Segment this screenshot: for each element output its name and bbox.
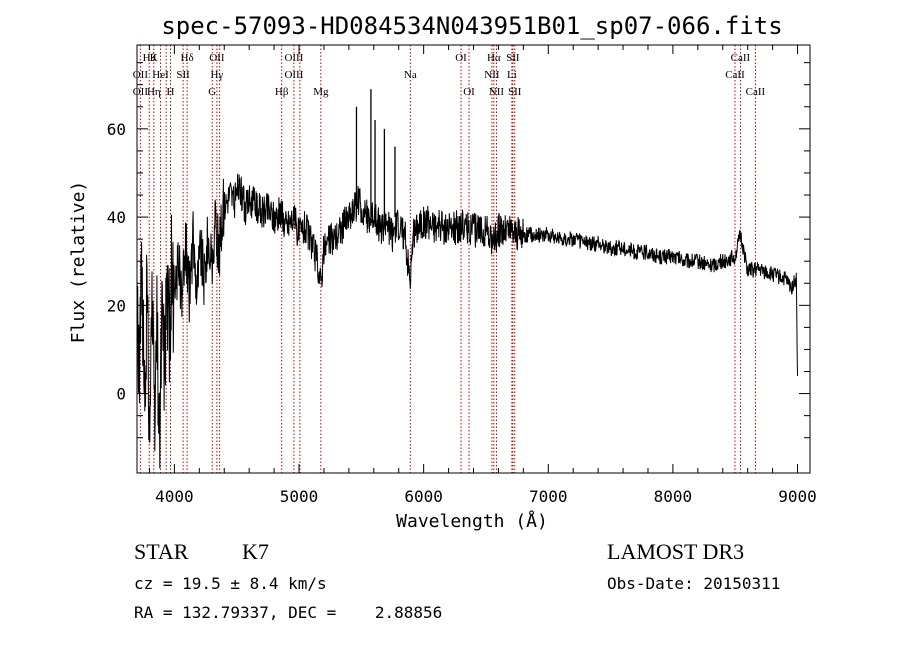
axes: 4000 5000 6000 7000 8000 9000 0 20 40 60	[107, 44, 817, 506]
redshift-cz: cz = 19.5 ± 8.4 km/s	[134, 574, 327, 593]
y-tick-label: 60	[107, 120, 126, 139]
line-label: Li	[507, 69, 517, 81]
line-label: OIII	[284, 69, 303, 81]
line-label: NII	[484, 69, 500, 81]
plot-frame	[136, 44, 811, 474]
line-label: Hη	[147, 86, 161, 98]
object-type: STAR	[134, 539, 189, 564]
subclass: K7	[242, 539, 269, 564]
plot-area	[136, 89, 798, 469]
line-markers	[139, 45, 756, 473]
x-tick-label: 4000	[155, 487, 194, 506]
survey-label: LAMOST DR3	[607, 539, 745, 564]
line-label: Hθ	[143, 52, 156, 64]
line-label: H	[167, 86, 175, 98]
line-label: OIII	[284, 52, 303, 64]
y-tick-label: 40	[107, 208, 126, 227]
coordinates: RA = 132.79337, DEC = 2.88856	[134, 603, 443, 622]
line-label: NII	[489, 86, 505, 98]
spectrum-line	[136, 173, 798, 469]
line-label: OII	[209, 52, 225, 64]
x-tick-label: 9000	[778, 487, 817, 506]
line-label: Hγ	[210, 69, 223, 81]
line-label: Hα	[487, 52, 501, 64]
obs-date: Obs-Date: 20150311	[607, 574, 781, 593]
line-label: Hδ	[181, 52, 194, 64]
line-label: OI	[463, 86, 475, 98]
line-label: OI	[455, 52, 467, 64]
line-label: CaII	[746, 86, 766, 98]
x-tick-label: 7000	[529, 487, 568, 506]
line-label: SII	[508, 86, 522, 98]
y-tick-label: 0	[116, 385, 126, 404]
line-label: SII	[506, 52, 520, 64]
line-label: Na	[404, 69, 417, 81]
line-label: SII	[176, 69, 190, 81]
chart-title: spec-57093-HD084534N043951B01_sp07-066.f…	[161, 12, 782, 40]
line-label: K	[150, 52, 158, 64]
y-tick-label: 20	[107, 296, 126, 315]
line-label: CaII	[725, 69, 745, 81]
line-label: OII	[133, 69, 149, 81]
x-tick-label: 6000	[404, 487, 443, 506]
x-tick-label: 5000	[280, 487, 319, 506]
line-label: CaII	[731, 52, 751, 64]
x-axis-label: Wavelength (Å)	[396, 510, 548, 532]
line-label: G	[208, 86, 216, 98]
line-label: Hβ	[275, 86, 289, 98]
y-axis-label: Flux (relative)	[68, 181, 89, 344]
line-label: HeI	[152, 69, 169, 81]
x-tick-label: 8000	[654, 487, 693, 506]
line-label: Mg	[313, 86, 329, 98]
